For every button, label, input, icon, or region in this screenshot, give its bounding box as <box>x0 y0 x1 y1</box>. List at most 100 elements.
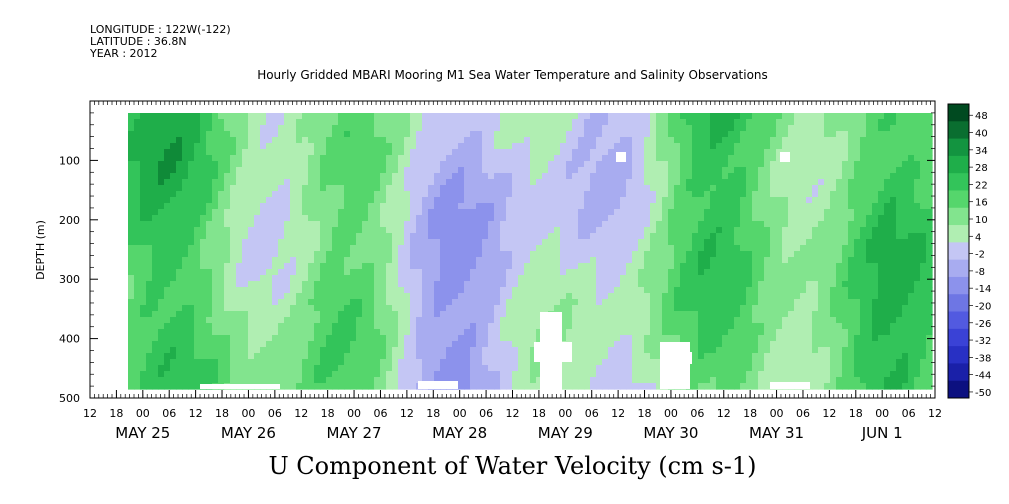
heatmap-cell <box>398 347 405 354</box>
heatmap-cell <box>158 251 165 258</box>
heatmap-cell <box>572 323 579 330</box>
heatmap-cell <box>638 353 645 360</box>
heatmap-cell <box>260 353 267 360</box>
heatmap-cell <box>362 329 369 336</box>
heatmap-cell <box>368 377 375 384</box>
heatmap-cell <box>230 161 237 168</box>
heatmap-cell <box>494 275 501 282</box>
heatmap-cell <box>398 215 405 222</box>
heatmap-cell <box>368 257 375 264</box>
heatmap-cell <box>230 341 237 348</box>
heatmap-cell <box>656 215 663 222</box>
heatmap-cell <box>518 191 525 198</box>
heatmap-cell <box>548 263 555 270</box>
heatmap-cell <box>770 113 777 120</box>
heatmap-cell <box>374 227 381 234</box>
heatmap-cell <box>464 113 471 120</box>
heatmap-cell <box>194 203 201 210</box>
heatmap-cell <box>278 113 285 120</box>
heatmap-cell <box>146 311 153 318</box>
heatmap-cell <box>536 269 543 276</box>
heatmap-cell <box>134 131 141 138</box>
heatmap-cell <box>260 227 267 234</box>
heatmap-cell <box>620 383 627 390</box>
heatmap-cell <box>170 167 177 174</box>
heatmap-cell <box>572 137 579 144</box>
heatmap-cell <box>716 227 723 234</box>
heatmap-cell <box>554 191 561 198</box>
heatmap-cell <box>392 179 399 186</box>
heatmap-cell <box>638 281 645 288</box>
heatmap-cell <box>278 365 285 372</box>
heatmap-cell <box>308 371 315 378</box>
heatmap-cell <box>170 185 177 192</box>
heatmap-cell <box>590 221 597 228</box>
heatmap-cell <box>128 215 135 222</box>
heatmap-cell <box>284 281 291 288</box>
heatmap-cell <box>464 287 471 294</box>
heatmap-cell <box>464 317 471 324</box>
heatmap-cell <box>692 317 699 324</box>
heatmap-cell <box>176 209 183 216</box>
heatmap-cell <box>716 359 723 366</box>
heatmap-cell <box>374 323 381 330</box>
heatmap-cell <box>722 209 729 216</box>
heatmap-cell <box>224 317 231 324</box>
heatmap-cell <box>422 359 429 366</box>
heatmap-cell <box>698 149 705 156</box>
heatmap-cell <box>770 197 777 204</box>
heatmap-cell <box>224 353 231 360</box>
heatmap-cell <box>434 149 441 156</box>
heatmap-cell <box>488 329 495 336</box>
heatmap-cell <box>542 221 549 228</box>
heatmap-cell <box>188 263 195 270</box>
heatmap-cell <box>614 245 621 252</box>
heatmap-cell <box>698 305 705 312</box>
heatmap-cell <box>668 299 675 306</box>
heatmap-cell <box>212 161 219 168</box>
heatmap-cell <box>302 179 309 186</box>
heatmap-cell <box>728 239 735 246</box>
heatmap-cell <box>134 293 141 300</box>
heatmap-cell <box>668 227 675 234</box>
heatmap-cell <box>230 257 237 264</box>
heatmap-cell <box>176 155 183 162</box>
heatmap-cell <box>314 347 321 354</box>
heatmap-cell <box>230 347 237 354</box>
heatmap-cell <box>650 227 657 234</box>
heatmap-cell <box>230 167 237 174</box>
heatmap-cell <box>572 125 579 132</box>
heatmap-cell <box>686 299 693 306</box>
heatmap-cell <box>422 353 429 360</box>
heatmap-cell <box>530 275 537 282</box>
heatmap-cell <box>662 281 669 288</box>
heatmap-cell <box>482 245 489 252</box>
heatmap-cell <box>758 311 765 318</box>
heatmap-cell <box>740 215 747 222</box>
heatmap-cell <box>482 221 489 228</box>
heatmap-cell <box>548 299 555 306</box>
heatmap-cell <box>476 245 483 252</box>
heatmap-cell <box>776 209 783 216</box>
heatmap-cell <box>512 269 519 276</box>
heatmap-cell <box>656 125 663 132</box>
heatmap-cell <box>362 311 369 318</box>
heatmap-cell <box>170 179 177 186</box>
heatmap-cell <box>440 239 447 246</box>
heatmap-cell <box>206 161 213 168</box>
heatmap-cell <box>494 113 501 120</box>
heatmap-cell <box>626 149 633 156</box>
heatmap-cell <box>512 383 519 390</box>
heatmap-cell <box>332 317 339 324</box>
heatmap-cell <box>464 167 471 174</box>
heatmap-cell <box>596 125 603 132</box>
heatmap-cell <box>344 239 351 246</box>
heatmap-cell <box>458 215 465 222</box>
heatmap-cell <box>224 155 231 162</box>
heatmap-cell <box>338 359 345 366</box>
heatmap-cell <box>398 125 405 132</box>
heatmap-cell <box>182 311 189 318</box>
heatmap-cell <box>140 227 147 234</box>
heatmap-cell <box>458 353 465 360</box>
heatmap-cell <box>626 233 633 240</box>
